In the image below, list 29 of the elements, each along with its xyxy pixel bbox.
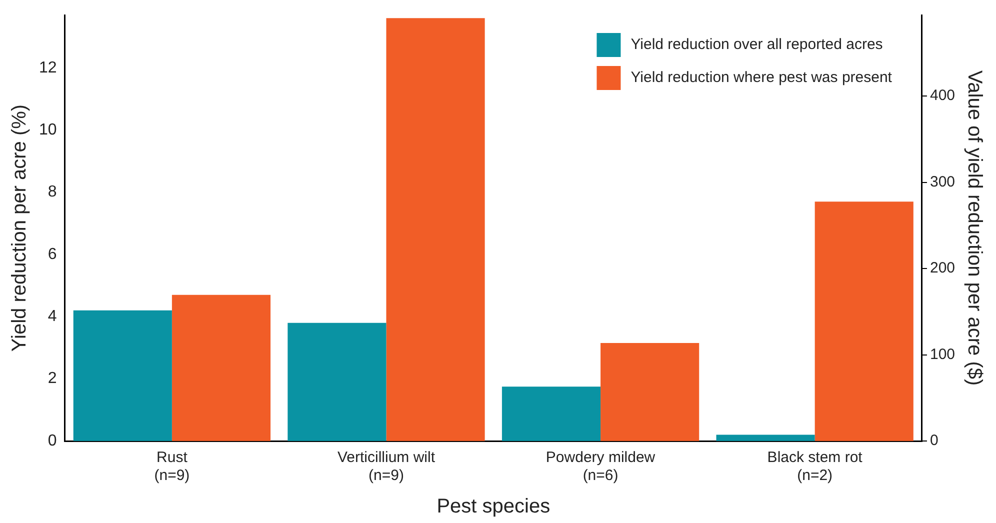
y-tick-label: 2 — [48, 370, 57, 388]
bar — [73, 310, 172, 441]
bar — [600, 343, 700, 441]
bar — [716, 434, 815, 441]
y2-tick-label: 200 — [930, 260, 956, 277]
legend-label: Yield reduction over all reported acres — [630, 36, 883, 54]
y2-axis-title: Value of yield reduction per acre ($) — [963, 70, 986, 386]
bar — [288, 322, 386, 441]
y-tick-label: 12 — [39, 59, 57, 76]
bar — [172, 294, 271, 441]
y-axis-title: Yield reduction per acre (%) — [8, 104, 31, 352]
y-tick-label: 4 — [48, 308, 57, 326]
y-tick-label: 6 — [48, 246, 57, 263]
x-tick-label: Black stem rot (n=2) — [767, 449, 864, 484]
bar — [502, 386, 601, 441]
bar — [814, 202, 914, 441]
x-tick-label: Powdery mildew (n=6) — [546, 449, 656, 484]
x-tick-label: Verticillium wilt (n=9) — [337, 449, 436, 484]
y-tick-label: 0 — [48, 432, 57, 450]
y2-tick-label: 100 — [930, 346, 956, 363]
legend-label: Yield reduction where pest was present — [630, 69, 893, 86]
y-tick-label: 8 — [48, 184, 57, 201]
x-tick-label: Rust (n=9) — [154, 449, 190, 484]
y2-tick-label: 400 — [930, 87, 956, 104]
y2-tick-label: 0 — [930, 432, 938, 450]
y2-tick-label: 300 — [930, 173, 956, 190]
x-axis-title: Pest species — [436, 496, 550, 518]
bar — [386, 18, 485, 441]
y-tick-label: 10 — [39, 121, 57, 138]
